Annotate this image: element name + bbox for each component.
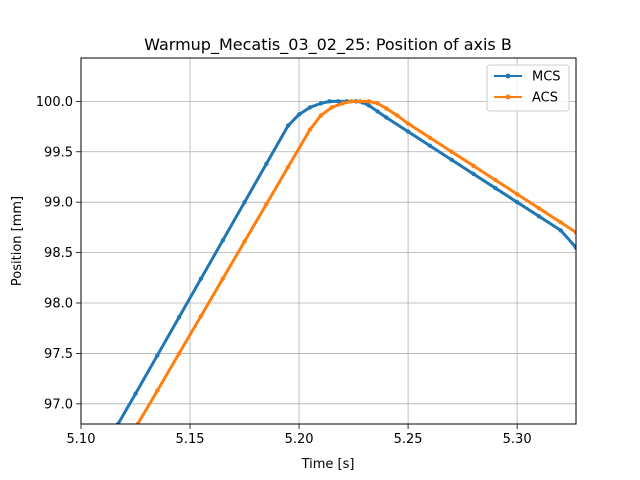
data-point-acs [558, 220, 563, 225]
x-tick-label: 5.20 [285, 432, 314, 447]
data-point-acs [427, 135, 433, 140]
data-point-mcs [366, 103, 372, 108]
data-point-mcs [296, 112, 302, 117]
series-line-acs [136, 99, 576, 424]
data-point-mcs [155, 353, 160, 358]
series-layer [115, 99, 576, 424]
series-acs [135, 99, 576, 424]
data-point-mcs [220, 238, 225, 243]
data-point-acs [264, 201, 269, 207]
x-axis-label: Time [s] [301, 457, 355, 472]
data-point-mcs [384, 115, 389, 120]
data-point-acs [242, 239, 247, 244]
data-point-mcs [493, 185, 498, 191]
data-point-mcs [242, 199, 247, 205]
y-tick-label: 99.5 [44, 145, 73, 160]
data-point-mcs [514, 199, 520, 205]
y-tick-label: 97.0 [44, 397, 73, 412]
legend-entry-mcs: MCS [494, 70, 561, 85]
axis-ticks: 5.10 5.15 5.20 5.25 5.30 97.0 97.5 98.0 98.5 99.0… [36, 95, 532, 447]
data-point-acs [198, 313, 204, 319]
data-point-acs [155, 388, 160, 393]
data-point-mcs [471, 171, 476, 177]
data-point-acs [394, 113, 400, 118]
data-point-mcs [176, 314, 182, 320]
data-point-mcs [115, 421, 121, 424]
data-point-mcs [327, 99, 332, 104]
y-tick-label: 98.5 [44, 246, 73, 261]
chart-title: Warmup_Mecatis_03_02_25: Position of axi… [144, 35, 512, 55]
data-point-mcs [558, 228, 563, 233]
data-point-mcs [573, 245, 576, 250]
legend-entry-acs: ACS [494, 91, 558, 106]
legend-label-acs: ACS [532, 91, 558, 106]
data-point-acs [307, 127, 313, 132]
data-point-acs [493, 177, 498, 183]
y-tick-label: 99.0 [44, 196, 73, 211]
data-point-mcs [133, 391, 138, 396]
y-tick-label: 97.5 [44, 347, 73, 362]
data-point-mcs [285, 123, 291, 128]
data-point-acs [349, 99, 354, 104]
data-point-acs [176, 351, 182, 356]
data-point-acs [471, 163, 476, 169]
data-point-mcs [307, 105, 313, 110]
data-point-acs [384, 106, 389, 111]
y-axis-label: Position [mm] [10, 196, 25, 286]
x-tick-label: 5.25 [394, 432, 423, 447]
data-point-acs [318, 113, 324, 118]
data-point-acs [357, 99, 363, 104]
data-point-acs [329, 105, 334, 110]
x-tick-label: 5.15 [176, 432, 205, 447]
data-point-mcs [449, 157, 454, 163]
y-tick-label: 100.0 [36, 95, 73, 110]
data-point-mcs [536, 214, 542, 219]
data-point-acs [220, 276, 225, 282]
data-point-mcs [405, 129, 411, 134]
data-point-acs [573, 230, 576, 235]
y-tick-label: 98.0 [44, 297, 73, 312]
data-point-acs [375, 101, 380, 106]
x-tick-label: 5.30 [503, 432, 532, 447]
data-point-mcs [318, 101, 324, 106]
data-point-mcs [375, 109, 380, 114]
grid-lines [80, 58, 576, 424]
data-point-mcs [427, 143, 433, 148]
x-tick-label: 5.10 [67, 432, 96, 447]
series-mcs [115, 99, 576, 424]
data-point-acs [285, 164, 291, 170]
legend-label-mcs: MCS [532, 70, 561, 85]
data-point-acs [536, 206, 542, 211]
data-point-acs [449, 149, 454, 154]
data-point-mcs [198, 276, 204, 282]
data-point-acs [135, 421, 140, 424]
data-point-acs [366, 99, 372, 104]
data-point-acs [514, 191, 520, 197]
legend-marker-acs [505, 94, 511, 100]
series-line-mcs [116, 99, 576, 424]
data-point-mcs [264, 161, 269, 167]
plot-frame [80, 57, 577, 425]
data-point-acs [340, 101, 345, 106]
data-point-mcs [336, 99, 341, 104]
data-point-acs [405, 121, 411, 126]
legend: MCS ACS [486, 64, 570, 112]
legend-marker-mcs [505, 73, 511, 79]
